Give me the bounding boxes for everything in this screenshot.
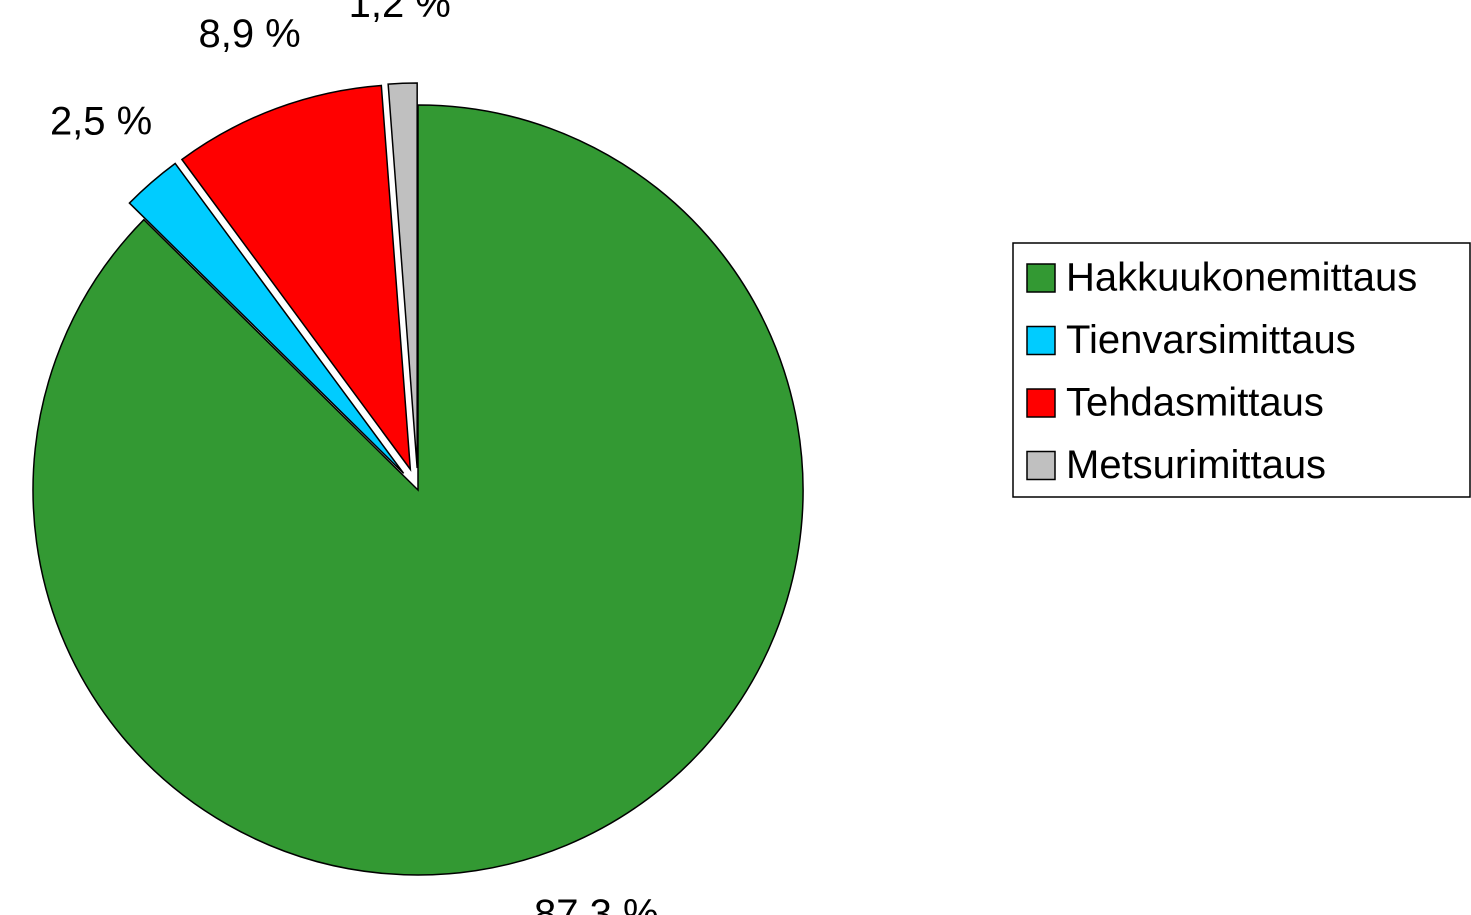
legend-label: Hakkuukonemittaus bbox=[1066, 256, 1417, 300]
legend-box bbox=[1012, 242, 1471, 498]
data-label: 2,5 % bbox=[50, 100, 152, 144]
legend-label: Tienvarsimittaus bbox=[1066, 318, 1356, 362]
pie-slice bbox=[32, 104, 804, 876]
data-label: 87,3 % bbox=[534, 892, 659, 915]
legend-label: Metsurimittaus bbox=[1066, 443, 1326, 487]
data-label: 8,9 % bbox=[198, 12, 300, 56]
legend-swatch bbox=[1026, 388, 1056, 418]
pie-slice bbox=[387, 82, 418, 469]
data-label: 1,2 % bbox=[349, 0, 451, 26]
legend-label: Tehdasmittaus bbox=[1066, 381, 1324, 425]
pie-slice bbox=[180, 84, 412, 472]
legend-swatch bbox=[1026, 325, 1056, 356]
pie-slice bbox=[128, 162, 405, 474]
legend-swatch bbox=[1026, 263, 1056, 293]
legend-swatch bbox=[1026, 450, 1056, 481]
